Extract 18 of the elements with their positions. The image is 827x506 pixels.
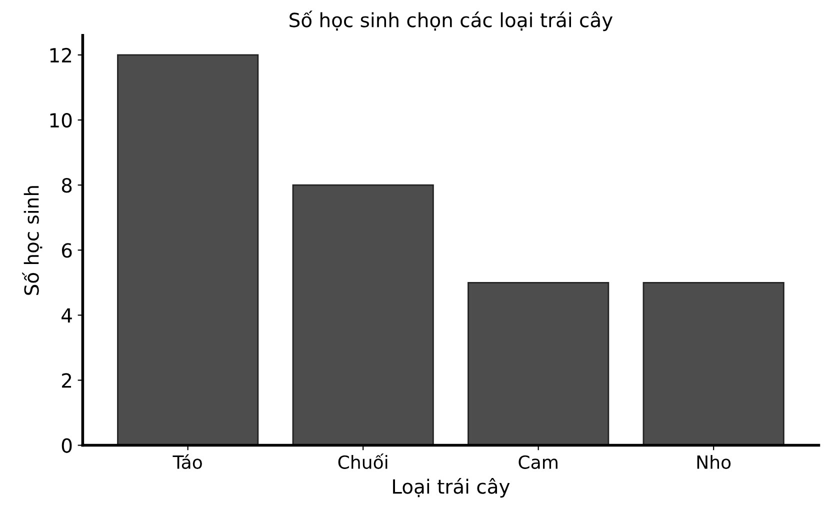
x-tick-label: Chuối: [338, 453, 388, 469]
chart-title: Số học sinh chọn các loại trái cây: [290, 10, 613, 32]
y-tick-label: 0: [62, 438, 72, 453]
bar: [292, 184, 434, 446]
x-tick-label: Táo: [172, 454, 202, 469]
y-tick-label: 4: [62, 308, 72, 323]
x-tick-label: Nho: [697, 455, 731, 469]
y-tick-label: 10: [50, 112, 72, 128]
bar: [468, 282, 610, 446]
y-tick-label: 2: [62, 373, 72, 388]
x-tick-label: Cam: [518, 455, 558, 469]
bar: [642, 282, 784, 446]
x-axis-title: Loại trái cây: [393, 478, 510, 498]
y-axis-title: Số học sinh: [22, 186, 42, 295]
y-tick-label: 8: [62, 178, 72, 193]
y-tick-label: 6: [62, 243, 72, 258]
y-tick-label: 12: [50, 48, 72, 62]
bar: [117, 54, 259, 446]
